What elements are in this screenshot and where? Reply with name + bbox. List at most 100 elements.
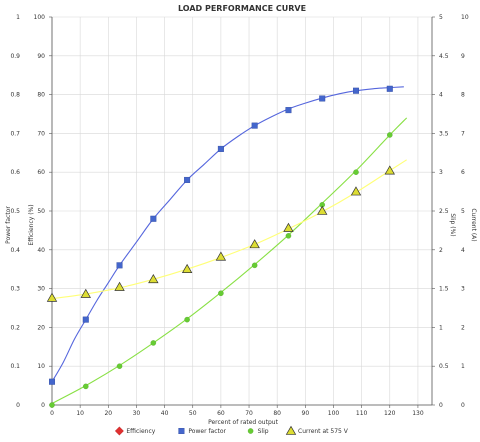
current-at-575-v-point — [46, 292, 58, 302]
x-axis-label: Percent of rated output — [208, 419, 279, 426]
slip-tick-label: 3.5 — [439, 130, 449, 137]
slip-point — [116, 363, 123, 369]
current-tick-label: 7 — [461, 130, 465, 137]
grid-lines — [51, 16, 432, 406]
power-factor-tick-label: 0.7 — [10, 130, 20, 137]
current-tick-label: 9 — [461, 53, 465, 60]
legend-current-at-575-v-marker — [285, 425, 297, 435]
legend-slip-marker — [247, 428, 254, 434]
slip-tick-label: 0.5 — [439, 363, 449, 370]
slip-tick-label: 4.5 — [439, 53, 449, 60]
power-factor-point — [49, 378, 56, 385]
current-at-575-v-point — [317, 205, 328, 215]
slip-point — [251, 262, 258, 269]
power-factor-point — [184, 176, 191, 183]
slip-tick-label: 3 — [439, 169, 443, 176]
x-tick-label: 10 — [76, 410, 84, 417]
power-factor-tick-label: 0 — [16, 402, 20, 409]
x-tick-label: 80 — [273, 410, 281, 417]
slip-point — [150, 340, 157, 346]
current-tick-label: 5 — [461, 208, 465, 215]
power-factor-point — [82, 316, 89, 323]
legend-power-factor-marker — [178, 428, 185, 435]
x-tick-label: 130 — [412, 410, 424, 417]
power-factor-tick-label: 0.3 — [10, 286, 20, 293]
power-factor-tick-label: 0.1 — [10, 363, 20, 370]
slip-point — [184, 316, 190, 323]
efficiency-tick-label: 10 — [37, 363, 45, 370]
slip-ticks: 0 0.5 1 1.5 2 2.5 3 3.5 4 4.5 5 — [432, 14, 449, 409]
power-factor-ticks: 0 0.1 0.2 0.3 0.4 0.5 0.6 0.7 0.8 0.9 1 — [10, 14, 20, 409]
x-axis-ticks: 0 10 20 30 40 50 60 70 80 90 100 110 120 130 — [50, 405, 424, 417]
slip-tick-label: 2.5 — [439, 208, 449, 215]
power-factor-tick-label: 0.9 — [10, 53, 20, 60]
slip-tick-label: 1 — [439, 324, 443, 331]
efficiency-tick-label: 30 — [37, 286, 45, 293]
legend: Efficiency Power factor Slip Current at 575… — [114, 425, 349, 436]
efficiency-tick-label: 50 — [37, 208, 45, 215]
efficiency-ticks: 0 10 20 30 40 50 60 70 80 90 100 — [34, 14, 52, 409]
current-at-575-v-point — [384, 165, 395, 175]
current-tick-label: 6 — [461, 169, 465, 176]
current-tick-label: 2 — [461, 324, 465, 331]
efficiency-tick-label: 20 — [37, 324, 45, 331]
x-tick-label: 70 — [245, 410, 253, 417]
legend-efficiency-label: Efficiency — [126, 428, 155, 435]
power-factor-point — [386, 85, 393, 92]
current-tick-label: 8 — [461, 92, 465, 99]
slip-tick-label: 5 — [439, 14, 443, 21]
legend-current-at-575-v-label: Current at 575 V — [298, 428, 349, 435]
current-tick-label: 4 — [461, 247, 465, 254]
efficiency-tick-label: 90 — [37, 53, 45, 60]
legend-efficiency-marker — [114, 426, 124, 436]
power-factor-point — [285, 107, 292, 114]
current-tick-label: 3 — [461, 286, 465, 293]
current-axis-label: Current (A) — [470, 208, 477, 241]
x-tick-label: 60 — [217, 410, 225, 417]
efficiency-tick-label: 100 — [34, 14, 46, 21]
power-factor-tick-label: 0.8 — [10, 92, 20, 99]
power-factor-point — [319, 95, 326, 102]
efficiency-axis-label: Efficiency (%) — [28, 204, 35, 245]
x-tick-label: 0 — [50, 410, 54, 417]
efficiency-tick-label: 70 — [37, 130, 45, 137]
efficiency-tick-label: 40 — [37, 247, 45, 254]
x-tick-label: 90 — [302, 410, 310, 417]
current-at-575-v-point — [283, 222, 294, 232]
current-at-575-v-point — [181, 263, 193, 273]
efficiency-tick-label: 60 — [37, 169, 45, 176]
current-at-575-v-point — [80, 288, 91, 298]
x-tick-label: 100 — [328, 410, 340, 417]
slip-point — [49, 402, 55, 408]
slip-point — [387, 132, 393, 138]
power-factor-tick-label: 0.5 — [10, 208, 20, 215]
efficiency-tick-label: 0 — [41, 402, 45, 409]
series-markers — [46, 85, 395, 408]
slip-tick-label: 2 — [439, 247, 443, 254]
power-factor-tick-label: 0.2 — [10, 324, 20, 331]
power-factor-point — [150, 215, 157, 222]
power-factor-axis-label: Power factor — [5, 206, 12, 244]
power-factor-tick-label: 0.4 — [10, 247, 20, 254]
power-factor-point — [353, 87, 360, 94]
power-factor-tick-label: 1 — [16, 14, 20, 21]
slip-tick-label: 0 — [439, 402, 443, 409]
slip-tick-label: 4 — [439, 92, 443, 99]
slip-point — [218, 290, 224, 297]
current-tick-label: 10 — [461, 14, 469, 21]
slip-curve — [51, 117, 408, 404]
x-tick-label: 120 — [384, 410, 396, 417]
power-factor-point — [217, 145, 224, 152]
power-factor-point — [116, 262, 123, 269]
current-tick-label: 0 — [461, 402, 465, 409]
power-factor-point — [251, 122, 258, 129]
slip-point — [353, 169, 359, 175]
chart-title: LOAD PERFORMANCE CURVE — [178, 4, 306, 13]
legend-slip-label: Slip — [258, 428, 269, 435]
slip-point — [285, 233, 292, 239]
slip-point — [83, 383, 89, 390]
current-tick-label: 1 — [461, 363, 465, 370]
x-tick-label: 40 — [161, 410, 169, 417]
current-at-575-v-point — [215, 251, 227, 261]
current-at-575-v-point — [114, 281, 125, 291]
